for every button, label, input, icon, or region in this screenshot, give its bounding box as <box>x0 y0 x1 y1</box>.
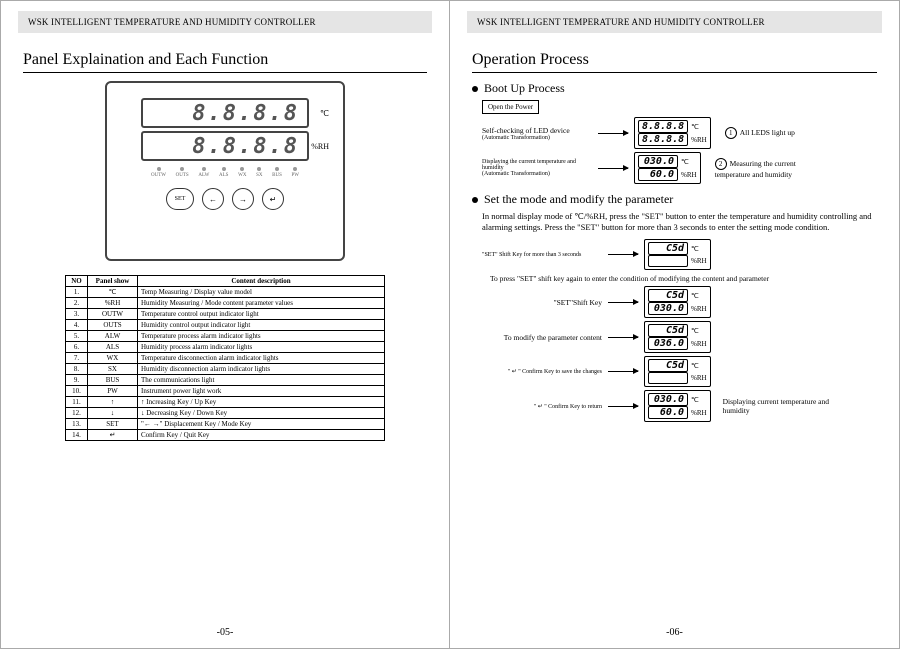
arrow-icon <box>608 371 638 372</box>
table-row: 8.SXHumidity disconnection alarm indicat… <box>66 364 385 375</box>
lcd-hum: 8.8.8.8 %RH <box>141 131 309 161</box>
page-05: WSK INTELLIGENT TEMPERATURE AND HUMIDITY… <box>0 0 450 649</box>
table-row: 6.ALSHumidity process alarm indicator li… <box>66 342 385 353</box>
boot-step1-display: 8.8.8.8℃ 8.8.8.8%RH <box>634 117 711 149</box>
bullet-icon <box>472 86 478 92</box>
page-06: WSK INTELLIGENT TEMPERATURE AND HUMIDITY… <box>450 0 900 649</box>
lcd-temp-digits: 8.8.8.8 <box>192 101 299 126</box>
s3-label: To modify the parameter content <box>482 333 602 342</box>
arrow-icon <box>598 133 628 134</box>
button-row: SET ← → ↵ <box>123 188 327 210</box>
led-als: ALS <box>219 167 228 178</box>
boot-heading: Boot Up Process <box>472 81 877 96</box>
col-panel: Panel show <box>88 276 138 287</box>
setmode-heading: Set the mode and modify the parameter <box>472 192 877 207</box>
table-row: 4.OUTSHumidity control output indicator … <box>66 320 385 331</box>
s1-label: "SET" Shift Key for more than 3 seconds <box>482 252 602 258</box>
s4-label: " ↵ " Confirm Key to save the changes <box>482 368 602 375</box>
arrow-icon <box>598 168 628 169</box>
s5-display: 030.0℃ 60.0%RH <box>644 390 711 422</box>
boot-step1-label: Self-checking of LED device <box>482 126 592 135</box>
table-row: 3.OUTWTemperature control output indicat… <box>66 309 385 320</box>
s4-display: C5d℃ %RH <box>644 356 711 387</box>
function-table: NO Panel show Content description 1.℃Tem… <box>65 275 385 441</box>
table-row: 11.↑↑ Increasing Key / Up Key <box>66 397 385 408</box>
device-panel: 8.8.8.8 ℃ 8.8.8.8 %RH OUTW OUTS ALW ALS … <box>105 81 345 261</box>
led-pw: PW <box>292 167 300 178</box>
table-row: 12.↓↓ Decreasing Key / Down Key <box>66 408 385 419</box>
arrow-icon <box>608 254 638 255</box>
s2-display: C5d℃ 030.0%RH <box>644 286 711 318</box>
led-outs: OUTS <box>176 167 189 178</box>
setmode-intro: In normal display mode of ℃/%RH, press t… <box>482 211 877 233</box>
lcd-hum-digits: 8.8.8.8 <box>192 134 299 159</box>
s2-label: "SET"Shift Key <box>482 298 602 307</box>
led-row: OUTW OUTS ALW ALS WX SX BUS PW <box>151 167 299 178</box>
table-row: 2.%RHHumidity Measuring / Mode content p… <box>66 298 385 309</box>
s3-display: C5d℃ 036.0%RH <box>644 321 711 353</box>
circled-2-icon: 2 <box>715 158 727 170</box>
col-no: NO <box>66 276 88 287</box>
table-row: 9.BUSThe communications light <box>66 375 385 386</box>
set-button: SET <box>166 188 194 210</box>
table-row: 5.ALWTemperature process alarm indicator… <box>66 331 385 342</box>
led-alw: ALW <box>198 167 209 178</box>
table-row: 13.SET"← →" Displacement Key / Mode Key <box>66 419 385 430</box>
bullet-icon <box>472 197 478 203</box>
boot-step2-display: 030.0℃ 60.0%RH <box>634 152 701 184</box>
table-row: 7.WXTemperature disconnection alarm indi… <box>66 353 385 364</box>
col-desc: Content description <box>138 276 385 287</box>
page-header-r: WSK INTELLIGENT TEMPERATURE AND HUMIDITY… <box>467 11 882 33</box>
page-header: WSK INTELLIGENT TEMPERATURE AND HUMIDITY… <box>18 11 432 33</box>
led-bus: BUS <box>272 167 282 178</box>
lcd-hum-unit: %RH <box>311 142 329 151</box>
table-row: 14.↵Confirm Key / Quit Key <box>66 430 385 441</box>
table-row: 10.PWInstrument power light work <box>66 386 385 397</box>
s5-note: Displaying current temperature and humid… <box>723 397 833 415</box>
open-power-box: Open the Power <box>482 100 539 114</box>
led-outw: OUTW <box>151 167 166 178</box>
arrow-icon <box>608 302 638 303</box>
boot-step2-label: Displaying the current temperature and h… <box>482 159 592 171</box>
left-arrow-button: ← <box>202 188 224 210</box>
boot-step2-sub: (Automatic Transformation) <box>482 171 592 177</box>
lcd-temp: 8.8.8.8 ℃ <box>141 98 309 128</box>
setmode-midtext: To press "SET" shift key again to enter … <box>490 274 877 283</box>
boot-step1-sub: (Automatic Transformation) <box>482 135 592 141</box>
left-title: Panel Explaination and Each Function <box>23 51 427 73</box>
enter-button: ↵ <box>262 188 284 210</box>
right-title: Operation Process <box>472 51 877 73</box>
page-number-06: -06- <box>450 627 899 638</box>
lcd-temp-unit: ℃ <box>320 109 329 118</box>
page-number-05: -05- <box>1 627 449 638</box>
s5-label: " ↵ " Confirm Key to return <box>482 403 602 410</box>
table-row: 1.℃Temp Measuring / Display value model <box>66 287 385 298</box>
led-sx: SX <box>256 167 262 178</box>
right-arrow-button: → <box>232 188 254 210</box>
led-wx: WX <box>238 167 246 178</box>
s1-display: C5d℃ %RH <box>644 239 711 270</box>
arrow-icon <box>608 337 638 338</box>
arrow-icon <box>608 406 638 407</box>
circled-1-icon: 1 <box>725 127 737 139</box>
